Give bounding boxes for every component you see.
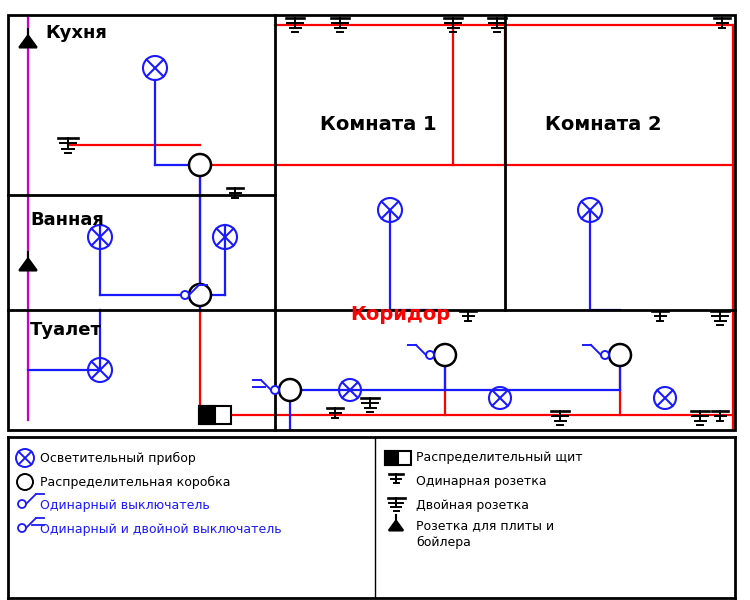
Text: Розетка для плиты и: Розетка для плиты и [416,520,554,533]
Bar [199,406,215,424]
Bar [385,451,398,465]
Circle shape [18,524,26,532]
Circle shape [426,351,434,359]
Circle shape [189,284,211,306]
Circle shape [17,474,33,490]
Text: Одинарная розетка: Одинарная розетка [416,475,547,488]
Text: Комната 2: Комната 2 [545,115,662,134]
Circle shape [181,291,189,299]
Text: Распределительная коробка: Распределительная коробка [40,475,230,488]
Polygon shape [20,35,37,47]
Circle shape [601,351,609,359]
Text: Одинарный и двойной выключатель: Одинарный и двойной выключатель [40,523,282,536]
Circle shape [18,500,26,508]
Text: Ванная: Ванная [30,211,104,229]
Polygon shape [20,259,37,271]
Text: Одинарный выключатель: Одинарный выключатель [40,499,210,512]
Circle shape [609,344,631,366]
Bar [199,406,231,424]
Text: Двойная розетка: Двойная розетка [416,499,529,512]
Bar [385,451,411,465]
Text: Комната 1: Комната 1 [320,115,436,134]
Circle shape [189,154,211,176]
Circle shape [271,386,279,394]
Polygon shape [388,521,404,530]
Circle shape [279,379,301,401]
Text: Осветительный прибор: Осветительный прибор [40,451,196,464]
Text: Туалет: Туалет [30,321,102,339]
Text: Распределительный щит: Распределительный щит [416,451,583,464]
Text: Коридор: Коридор [350,305,450,324]
Bar [8,15,735,430]
Text: Кухня: Кухня [45,24,106,42]
Circle shape [434,344,456,366]
Text: бойлера: бойлера [416,535,471,548]
